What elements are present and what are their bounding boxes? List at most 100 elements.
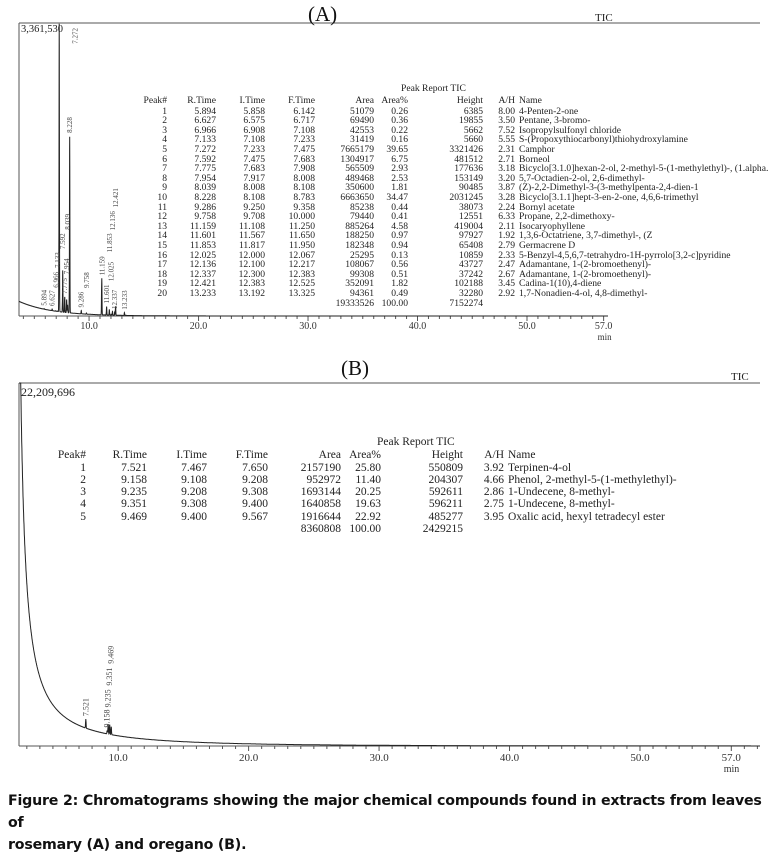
table-cell: Germacrene D [519, 239, 576, 251]
table-cell: 0.13 [391, 249, 408, 261]
column-header: Name [519, 95, 542, 106]
peak-retention-label: 12.025 [108, 261, 116, 281]
table-cell: 9.308 [181, 498, 207, 511]
table-cell: 481512 [454, 153, 483, 165]
table-cell: 7.908 [293, 163, 315, 175]
y-max-label-a: 3,361,530 [21, 24, 63, 35]
table-cell: Isocaryophyllene [519, 220, 586, 232]
table-cell: 2.67 [498, 268, 515, 280]
peak-retention-label: 13.233 [121, 290, 129, 310]
table-cell: 0.26 [391, 105, 408, 117]
table-cell: 3.45 [498, 278, 515, 290]
table-cell: 2.33 [498, 249, 515, 261]
table-cell: 8.039 [194, 182, 216, 194]
table-cell: Isopropylsulfonyl chloride [519, 124, 622, 136]
table-cell: 11.817 [238, 239, 265, 251]
table-cell: 4.58 [391, 220, 408, 232]
table-cell: 3 [80, 486, 86, 499]
peak-retention-label: 5.894 [41, 289, 49, 305]
table-cell: 2157190 [300, 461, 341, 474]
table-cell: 7.775 [194, 163, 216, 175]
table-cell: 2.86 [483, 486, 504, 499]
table-cell: 188250 [345, 230, 374, 242]
caption-line-1: Figure 2: Chromatograms showing the majo… [8, 793, 762, 831]
column-header: I.Time [239, 95, 265, 106]
table-cell: 9.286 [194, 201, 216, 213]
table-cell: 3321426 [449, 143, 483, 155]
table-cell: 8.108 [293, 182, 315, 194]
table-cell: 550809 [428, 461, 464, 474]
table-cell: 5 [80, 510, 86, 523]
table-cell: 12.383 [238, 278, 265, 290]
table-cell: 0.94 [391, 239, 408, 251]
peak-retention-label: 9.235 [104, 689, 113, 707]
x-tick-label: 10.0 [80, 321, 98, 332]
x-tick-label: 50.0 [630, 752, 650, 764]
table-cell: 419004 [454, 220, 483, 232]
column-header: A/H [498, 95, 515, 106]
table-cell: 11.950 [288, 239, 315, 251]
table-cell: 25295 [350, 249, 374, 261]
tic-label-a: TIC [595, 12, 613, 24]
table-cell: 19 [157, 278, 167, 290]
table-cell: 5.894 [194, 105, 216, 117]
table-cell: 5662 [463, 124, 483, 136]
table-cell: 204307 [428, 473, 464, 486]
table-cell: 7 [162, 163, 167, 175]
table-cell: 97927 [459, 230, 483, 242]
table-cell: 9.758 [194, 211, 216, 223]
table-cell: 2.75 [483, 498, 504, 511]
table-cell: 1.92 [498, 230, 515, 242]
table-cell: 10 [157, 191, 167, 203]
x-tick-label: 57.0 [595, 321, 613, 332]
table-cell: 3.87 [498, 182, 515, 194]
table-cell: 14 [157, 230, 167, 242]
table-cell: 12.217 [288, 259, 315, 271]
column-header: Peak# [57, 449, 86, 461]
table-cell: 489468 [345, 172, 374, 184]
table-cell: 485277 [428, 510, 464, 523]
tic-signal-line [18, 23, 608, 317]
table-cell: 7.52 [498, 124, 515, 136]
table-cell: 8.783 [293, 191, 315, 203]
table-title: Peak Report TIC [377, 436, 455, 448]
table-cell: 39.65 [386, 143, 408, 155]
table-cell: 4 [80, 498, 86, 511]
table-cell: 7.683 [293, 153, 315, 165]
table-cell: Bicyclo[3.1.0]hexan-2-ol, 2-methyl-5-(1-… [519, 163, 768, 175]
table-cell: 1693144 [300, 486, 341, 499]
table-cell: 6.627 [194, 115, 216, 127]
y-max-label-b: 22,209,696 [21, 385, 75, 399]
table-cell: 8.108 [243, 191, 265, 203]
table-cell: 9.567 [242, 510, 268, 523]
table-cell: 12.525 [288, 278, 315, 290]
table-cell: 7.233 [243, 143, 265, 155]
peak-retention-label: 6.627 [49, 290, 57, 306]
table-cell: 7.272 [194, 143, 216, 155]
table-cell: 1.81 [391, 182, 408, 194]
total-area-percent: 100.00 [349, 523, 381, 535]
table-cell: 885264 [345, 220, 374, 232]
table-cell: 11 [157, 201, 167, 213]
table-cell: 1 [80, 461, 86, 474]
table-cell: 9.358 [293, 201, 315, 213]
table-cell: 12.383 [288, 268, 315, 280]
peak-retention-label: 12.337 [111, 289, 119, 309]
table-cell: 2.92 [498, 287, 515, 299]
table-cell: 9.308 [242, 486, 268, 499]
table-cell: 952972 [306, 473, 342, 486]
table-cell: Oxalic acid, hexyl tetradecyl ester [508, 510, 665, 523]
table-cell: 8.00 [498, 105, 515, 117]
table-cell: 9.235 [121, 486, 147, 499]
table-cell: 1304917 [340, 153, 374, 165]
table-cell: 2.11 [498, 220, 515, 232]
column-header: Peak# [143, 95, 167, 106]
table-cell: 12.136 [189, 259, 216, 271]
table-cell: (Z)-2,2-Dimethyl-3-(3-methylpenta-2,4-di… [519, 182, 699, 194]
x-tick-label: 40.0 [409, 321, 427, 332]
table-cell: 1-Undecene, 8-methyl- [508, 498, 615, 511]
table-cell: 7.592 [194, 153, 216, 165]
table-cell: 6.717 [293, 115, 315, 127]
table-cell: 17 [157, 259, 167, 271]
table-cell: 7.475 [293, 143, 315, 155]
